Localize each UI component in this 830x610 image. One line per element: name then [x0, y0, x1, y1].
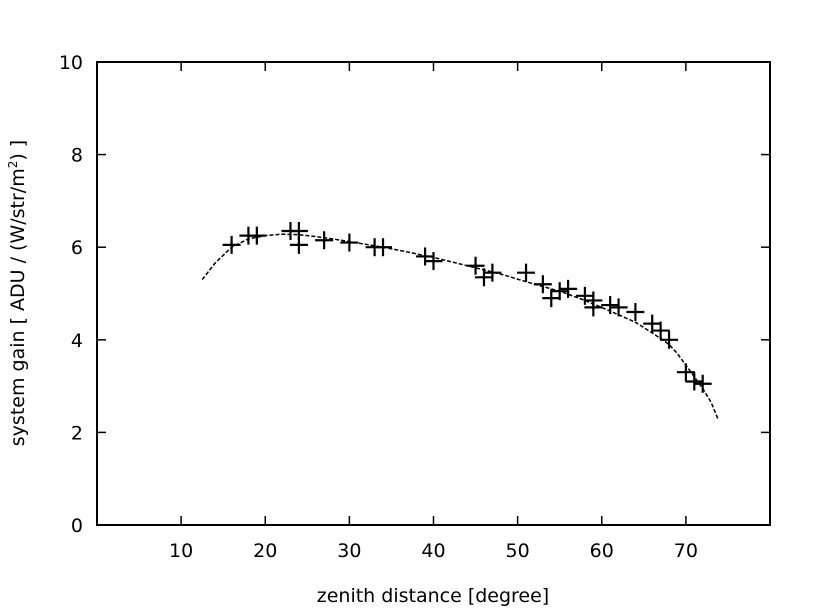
- data-point: [533, 275, 552, 294]
- data-point: [374, 238, 393, 257]
- y-tick-label: 8: [71, 145, 83, 167]
- data-point: [609, 298, 628, 317]
- data-point: [693, 374, 712, 393]
- data-point: [601, 296, 620, 315]
- data-point: [315, 231, 334, 250]
- y-tick-label: 6: [71, 237, 83, 259]
- x-tick-label: 50: [506, 540, 530, 562]
- data-points: [222, 221, 712, 393]
- data-point: [247, 226, 266, 245]
- x-tick-label: 30: [337, 540, 361, 562]
- y-axis-title-superscript: 2: [6, 161, 20, 169]
- x-tick-label: 10: [169, 540, 193, 562]
- data-point: [474, 268, 493, 287]
- x-tick-label: 20: [253, 540, 277, 562]
- y-tick-label: 10: [59, 52, 83, 74]
- data-point: [416, 247, 435, 266]
- axis-ticks: [97, 61, 770, 526]
- data-point: [626, 303, 645, 322]
- data-point: [575, 286, 594, 305]
- plot-frame: [96, 61, 771, 526]
- y-tick-label: 2: [71, 422, 83, 444]
- data-point: [559, 279, 578, 298]
- data-point: [222, 235, 241, 254]
- data-point: [517, 263, 536, 282]
- data-point: [685, 372, 704, 391]
- data-point: [340, 233, 359, 252]
- x-axis-title: zenith distance [degree]: [317, 585, 549, 607]
- data-point: [424, 252, 443, 271]
- x-tick-label: 40: [421, 540, 445, 562]
- data-point: [660, 330, 679, 349]
- y-axis-title: system gain [ ADU / (W/str/m2) ]: [6, 140, 29, 446]
- x-tick-label: 60: [590, 540, 614, 562]
- data-point: [483, 263, 502, 282]
- x-tick-label: 70: [674, 540, 698, 562]
- fit-curve: [201, 233, 719, 419]
- data-point: [584, 298, 603, 317]
- data-point: [651, 321, 670, 340]
- y-tick-label: 0: [71, 515, 83, 537]
- y-tick-label: 4: [71, 330, 83, 352]
- tick-labels: 10 20 30 40 50 60 70 0 2 4 6 8 10: [59, 52, 698, 562]
- y-axis-title-suffix: ) ]: [7, 140, 29, 161]
- data-point: [550, 282, 569, 301]
- data-point: [676, 363, 695, 382]
- data-point: [466, 256, 485, 275]
- data-point: [289, 235, 308, 254]
- y-axis-title-prefix: system gain [ ADU / (W/str/m: [7, 168, 29, 446]
